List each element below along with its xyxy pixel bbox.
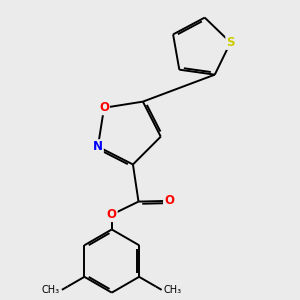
- Text: O: O: [164, 194, 174, 207]
- Text: O: O: [107, 208, 117, 221]
- Text: S: S: [226, 36, 235, 49]
- Text: CH₃: CH₃: [164, 285, 181, 295]
- Text: O: O: [99, 101, 109, 114]
- Text: N: N: [93, 140, 103, 153]
- Text: CH₃: CH₃: [42, 285, 60, 295]
